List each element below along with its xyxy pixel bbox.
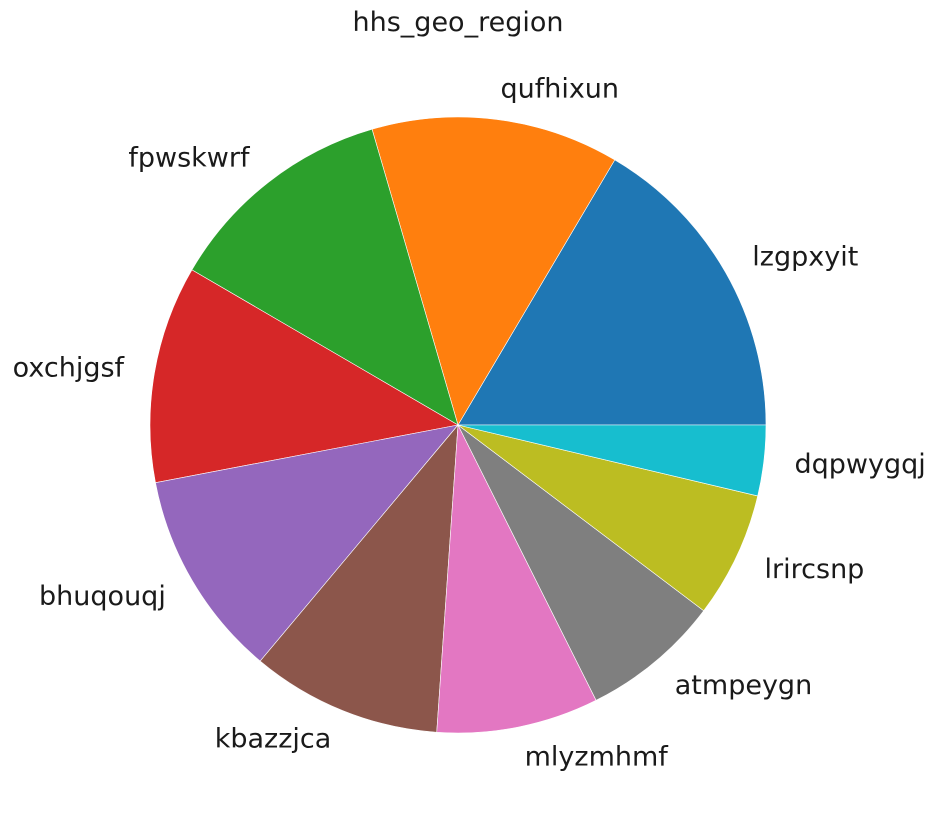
slice-label-mlyzmhmf: mlyzmhmf bbox=[525, 742, 670, 773]
pie-labels: lzgpxyit qufhixun fpwskwrf oxchjgsf bhuqouqj… bbox=[13, 73, 926, 772]
slice-label-atmpeygn: atmpeygn bbox=[675, 670, 812, 701]
pie-slice-kbazzjca bbox=[259, 424, 459, 733]
slice-label-lrircsnp: lrircsnp bbox=[765, 554, 865, 585]
slice-label-fpwskwrf: fpwskwrf bbox=[128, 142, 251, 173]
pie-slice-fpwskwrf bbox=[191, 128, 459, 426]
pie-slice-lrircsnp bbox=[457, 424, 759, 612]
pie-slice-qufhixun bbox=[371, 116, 616, 426]
slice-label-lzgpxyit: lzgpxyit bbox=[752, 242, 858, 273]
slice-label-dqpwygqj: dqpwygqj bbox=[795, 449, 926, 480]
slice-label-kbazzjca: kbazzjca bbox=[215, 724, 332, 755]
slice-label-bhuqouqj: bhuqouqj bbox=[39, 581, 166, 612]
pie-slice-oxchjgsf bbox=[149, 269, 459, 484]
pie-slices bbox=[149, 116, 767, 734]
pie-slice-mlyzmhmf bbox=[436, 423, 597, 734]
pie-slice-dqpwygqj bbox=[457, 424, 767, 497]
slice-label-qufhixun: qufhixun bbox=[500, 73, 619, 104]
pie-slice-lzgpxyit bbox=[457, 159, 767, 426]
pie-slice-atmpeygn bbox=[457, 424, 705, 701]
pie-slice-bhuqouqj bbox=[155, 424, 459, 662]
chart-title: hhs_geo_region bbox=[353, 7, 564, 38]
slice-label-oxchjgsf: oxchjgsf bbox=[13, 352, 126, 383]
